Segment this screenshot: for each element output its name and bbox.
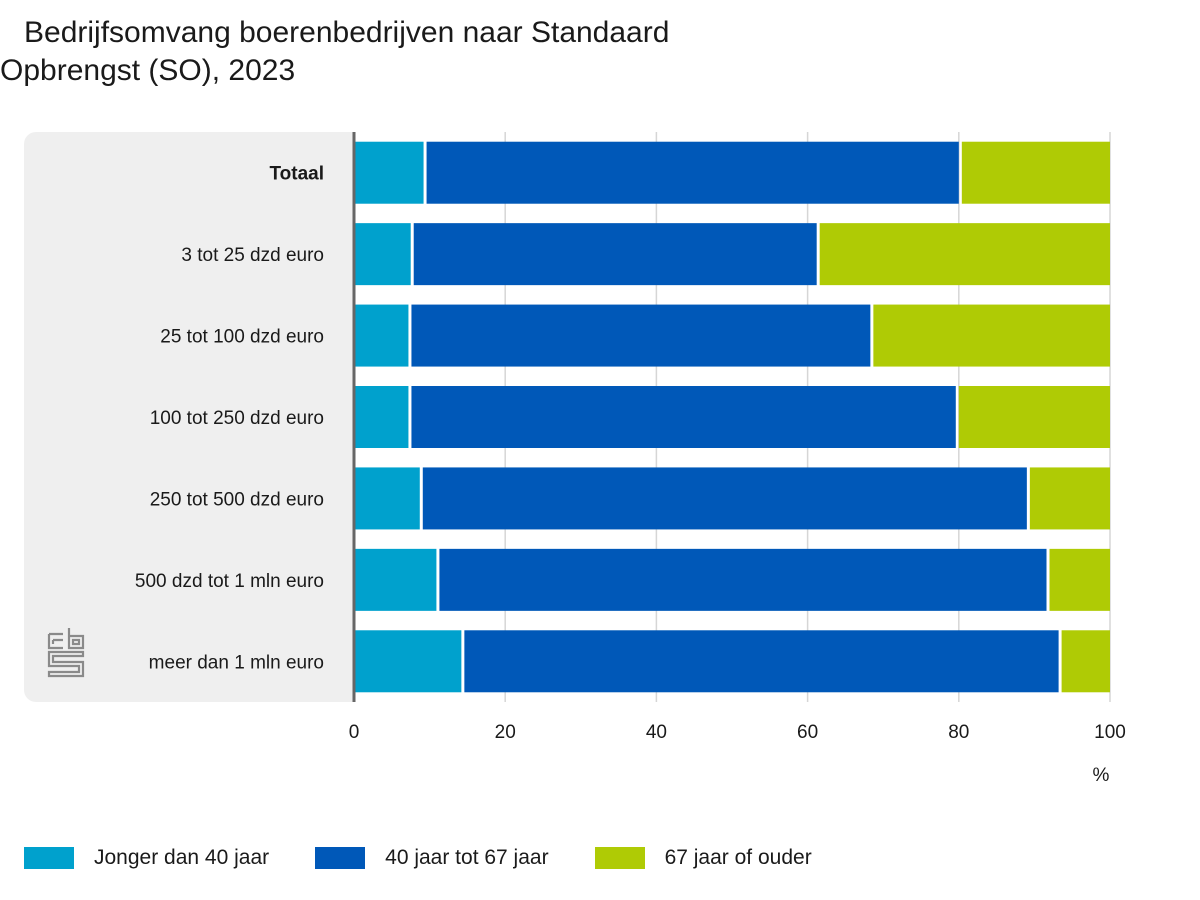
bar-segment	[439, 548, 1047, 611]
category-label: 25 tot 100 dzd euro	[160, 327, 324, 348]
legend-item: 67 jaar of ouder	[594, 846, 812, 870]
category-label: 250 tot 500 dzd euro	[150, 489, 324, 510]
x-tick-label: 80	[948, 722, 969, 743]
chart-title-line-1: Bedrijfsomvang boerenbedrijven naar Stan…	[24, 16, 670, 49]
legend-label: 67 jaar of ouder	[664, 846, 812, 869]
bar-segment	[961, 141, 1110, 204]
legend-swatch	[315, 847, 366, 869]
category-label: 100 tot 250 dzd euro	[150, 408, 324, 429]
category-label: 3 tot 25 dzd euro	[181, 245, 324, 266]
bar-segment	[422, 467, 1027, 530]
x-tick-label: 40	[646, 722, 667, 743]
category-label: Totaal	[269, 164, 324, 185]
bar-segment	[354, 548, 437, 611]
category-label: 500 dzd tot 1 mln euro	[135, 571, 324, 592]
stacked-bar-chart: Totaal 3 tot 25 dzd euro 25 tot 100 dzd eu…	[135, 132, 1126, 786]
bar-segment	[413, 223, 817, 286]
category-label: meer dan 1 mln euro	[149, 652, 324, 673]
bar-segment	[1061, 630, 1110, 693]
cbs-logo-icon	[47, 628, 85, 678]
legend-label: 40 jaar tot 67 jaar	[385, 846, 549, 869]
bar-segment	[426, 141, 959, 204]
bar-segment	[464, 630, 1059, 693]
legend-swatch	[594, 847, 645, 869]
legend-swatch	[24, 847, 74, 869]
bar-segment	[411, 386, 956, 448]
bar-segment	[354, 141, 424, 204]
bar-segment	[354, 630, 462, 693]
bar-segment	[958, 386, 1110, 448]
chart-title-line-2: Opbrengst (SO), 2023	[0, 54, 296, 87]
bars	[354, 141, 1110, 693]
legend-item: Jonger dan 40 jaar	[24, 846, 269, 870]
x-axis-label: %	[1093, 765, 1110, 786]
bar-segment	[819, 223, 1110, 286]
bar-segment	[354, 386, 409, 448]
bar-segment	[411, 304, 871, 367]
x-tick-label: 100	[1094, 722, 1126, 743]
bar-segment	[354, 223, 411, 286]
x-tick-labels: 0 20 40 60 80 100	[349, 722, 1126, 743]
x-tick-label: 20	[495, 722, 516, 743]
legend-item: 40 jaar tot 67 jaar	[315, 846, 549, 870]
legend-label: Jonger dan 40 jaar	[94, 846, 270, 869]
bar-segment	[354, 304, 409, 367]
chart-title: Bedrijfsomvang boerenbedrijven naar Stan…	[0, 14, 669, 90]
bar-segment	[1049, 548, 1110, 611]
category-label-panel	[24, 132, 354, 702]
bar-segment	[354, 467, 420, 530]
legend: Jonger dan 40 jaar 40 jaar tot 67 jaar 6…	[24, 846, 858, 870]
bar-segment	[1029, 467, 1110, 530]
x-tick-label: 0	[349, 722, 360, 743]
bar-segment	[873, 304, 1110, 367]
category-labels: Totaal 3 tot 25 dzd euro 25 tot 100 dzd eu…	[135, 164, 324, 674]
x-tick-label: 60	[797, 722, 818, 743]
